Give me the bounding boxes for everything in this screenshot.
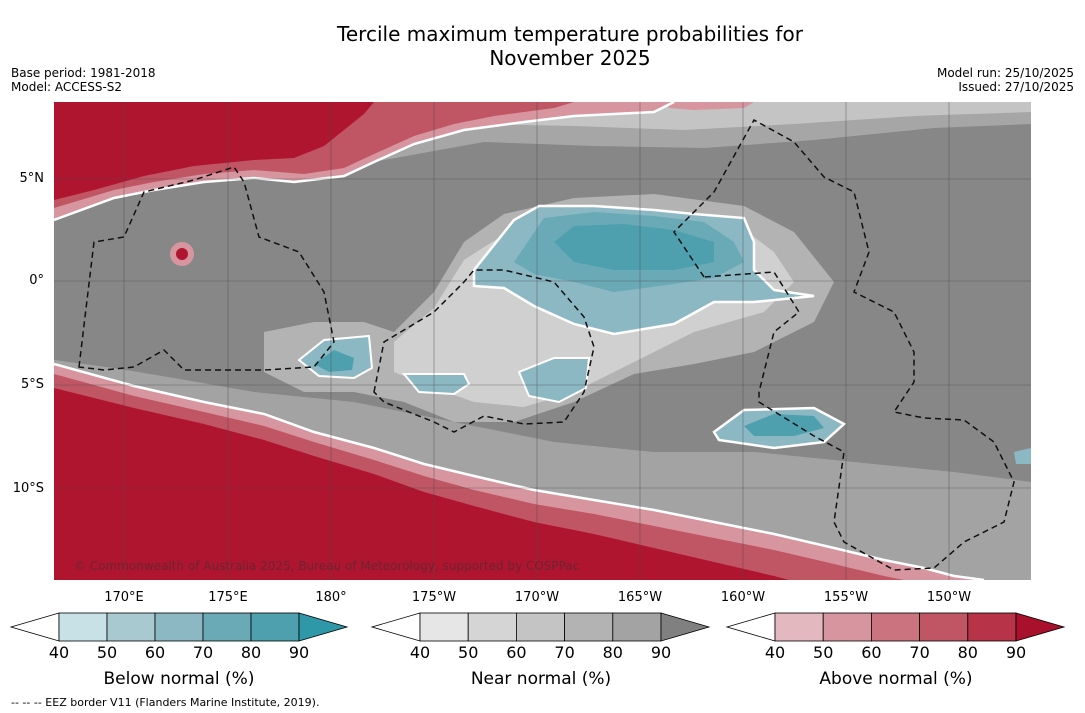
lon-label-150w: 150°W bbox=[926, 590, 972, 605]
issued-date: Issued: 27/10/2025 bbox=[958, 80, 1074, 94]
below-small-boundary bbox=[401, 373, 471, 396]
colorbar-segment bbox=[871, 612, 921, 642]
metadata-left: Base period: 1981-2018 Model: ACCESS-S2 bbox=[11, 66, 156, 94]
colorbar-segment bbox=[822, 612, 872, 642]
colorbar-segment bbox=[202, 612, 252, 642]
model-run: Model run: 25/10/2025 bbox=[936, 66, 1074, 80]
colorbar-segment bbox=[564, 612, 614, 642]
colorbar-tick-label: 70 bbox=[554, 643, 575, 662]
eez-borders bbox=[78, 118, 1015, 571]
lon-label-175e: 175°E bbox=[208, 590, 248, 605]
colorbar-tick-label: 50 bbox=[813, 643, 834, 662]
colorbar-tick-label: 50 bbox=[96, 643, 118, 662]
above-normal-north-core bbox=[54, 102, 374, 200]
colorbar-tick-label: 70 bbox=[192, 643, 214, 662]
below-normal-edge bbox=[1014, 448, 1031, 464]
lon-label-180: 180° bbox=[315, 590, 347, 605]
colorbar-segment bbox=[919, 612, 969, 642]
legend-title-near: Near normal (%) bbox=[470, 669, 612, 689]
copyright-credit: © Commonwealth of Australia 2025, Bureau… bbox=[74, 559, 580, 573]
title-line-1: Tercile maximum temperature probabilitie… bbox=[337, 22, 803, 46]
below-normal-south-small bbox=[404, 374, 469, 394]
colorbar-tick-label: 90 bbox=[288, 643, 310, 662]
lat-label-5n: 5°N bbox=[19, 171, 45, 186]
map-canvas bbox=[54, 102, 1031, 580]
legend-title-below: Below normal (%) bbox=[103, 669, 255, 689]
colorbar-near-normal bbox=[370, 612, 711, 642]
lat-label-0: 0° bbox=[29, 273, 44, 288]
colorbar-tick-label: 40 bbox=[48, 643, 70, 662]
colorbar-tick-label: 60 bbox=[861, 643, 882, 662]
colorbar-above-normal bbox=[725, 612, 1066, 642]
below-west-boundary bbox=[297, 334, 374, 380]
colorbars bbox=[9, 612, 1066, 642]
colorbar-tick-label: 60 bbox=[506, 643, 527, 662]
colorbar-left-extension bbox=[9, 612, 60, 642]
colorbar-segment bbox=[58, 612, 108, 642]
colorbar-segment bbox=[106, 612, 156, 642]
below-normal-west-core bbox=[314, 350, 354, 372]
colorbar-segment bbox=[967, 612, 1017, 642]
eez-note: -- -- -- EEZ border V11 (Flanders Marine… bbox=[11, 696, 320, 709]
lon-label-165w: 165°W bbox=[617, 590, 663, 605]
below-central-boundary bbox=[472, 204, 815, 336]
colorbar-tick-label: 80 bbox=[602, 643, 623, 662]
below-south-boundary bbox=[517, 357, 591, 404]
colorbar-segment bbox=[516, 612, 566, 642]
colorbar-right-extension bbox=[298, 612, 349, 642]
probability-map bbox=[54, 102, 1031, 580]
colorbar-segment bbox=[612, 612, 662, 642]
below-normal-south bbox=[519, 358, 589, 402]
legend-title-above: Above normal (%) bbox=[819, 669, 973, 689]
colorbar-left-extension bbox=[725, 612, 776, 642]
above-normal-south-core bbox=[54, 388, 789, 580]
colorbar-tick-label: 80 bbox=[240, 643, 262, 662]
title-line-2: November 2025 bbox=[489, 46, 651, 70]
colorbar-left-extension bbox=[370, 612, 421, 642]
colorbar-tick-label: 50 bbox=[458, 643, 479, 662]
above-normal-north-patch bbox=[664, 102, 754, 110]
colorbar-segment bbox=[250, 612, 300, 642]
colorbar-right-extension bbox=[660, 612, 711, 642]
below-normal-central-core bbox=[554, 224, 714, 270]
lon-label-155w: 155°W bbox=[823, 590, 869, 605]
colorbar-right-extension bbox=[1015, 612, 1066, 642]
colorbar-tick-label: 80 bbox=[957, 643, 978, 662]
metadata-right: Model run: 25/10/2025 Issued: 27/10/2025 bbox=[937, 66, 1074, 94]
colorbar-segment bbox=[467, 612, 517, 642]
model-name: Model: ACCESS-S2 bbox=[11, 80, 123, 94]
below-east-boundary bbox=[712, 406, 847, 450]
lon-label-175w: 175°W bbox=[411, 590, 457, 605]
colorbar-tick-label: 70 bbox=[909, 643, 930, 662]
colorbar-tick-label: 40 bbox=[409, 643, 431, 662]
above-normal-spot-core bbox=[176, 248, 188, 260]
colorbar-segment bbox=[154, 612, 204, 642]
map-title: Tercile maximum temperature probabilitie… bbox=[0, 22, 1085, 70]
base-period: Base period: 1981-2018 bbox=[11, 66, 156, 80]
colorbar-below-normal bbox=[9, 612, 349, 642]
colorbar-tick-label: 40 bbox=[764, 643, 786, 662]
south-boundary-line bbox=[54, 362, 985, 580]
graticule bbox=[54, 102, 1031, 580]
colorbar-tick-label: 90 bbox=[650, 643, 672, 662]
lat-label-5s: 5°S bbox=[20, 377, 44, 392]
lon-label-170e: 170°E bbox=[104, 590, 144, 605]
colorbar-tick-label: 90 bbox=[1005, 643, 1027, 662]
colorbar-segment bbox=[774, 612, 824, 642]
north-boundary-line bbox=[54, 102, 675, 222]
lon-label-160w: 160°W bbox=[720, 590, 766, 605]
colorbar-segment bbox=[419, 612, 469, 642]
colorbar-tick-label: 60 bbox=[144, 643, 166, 662]
lat-label-10s: 10°S bbox=[12, 481, 44, 496]
lon-label-170w: 170°W bbox=[514, 590, 560, 605]
